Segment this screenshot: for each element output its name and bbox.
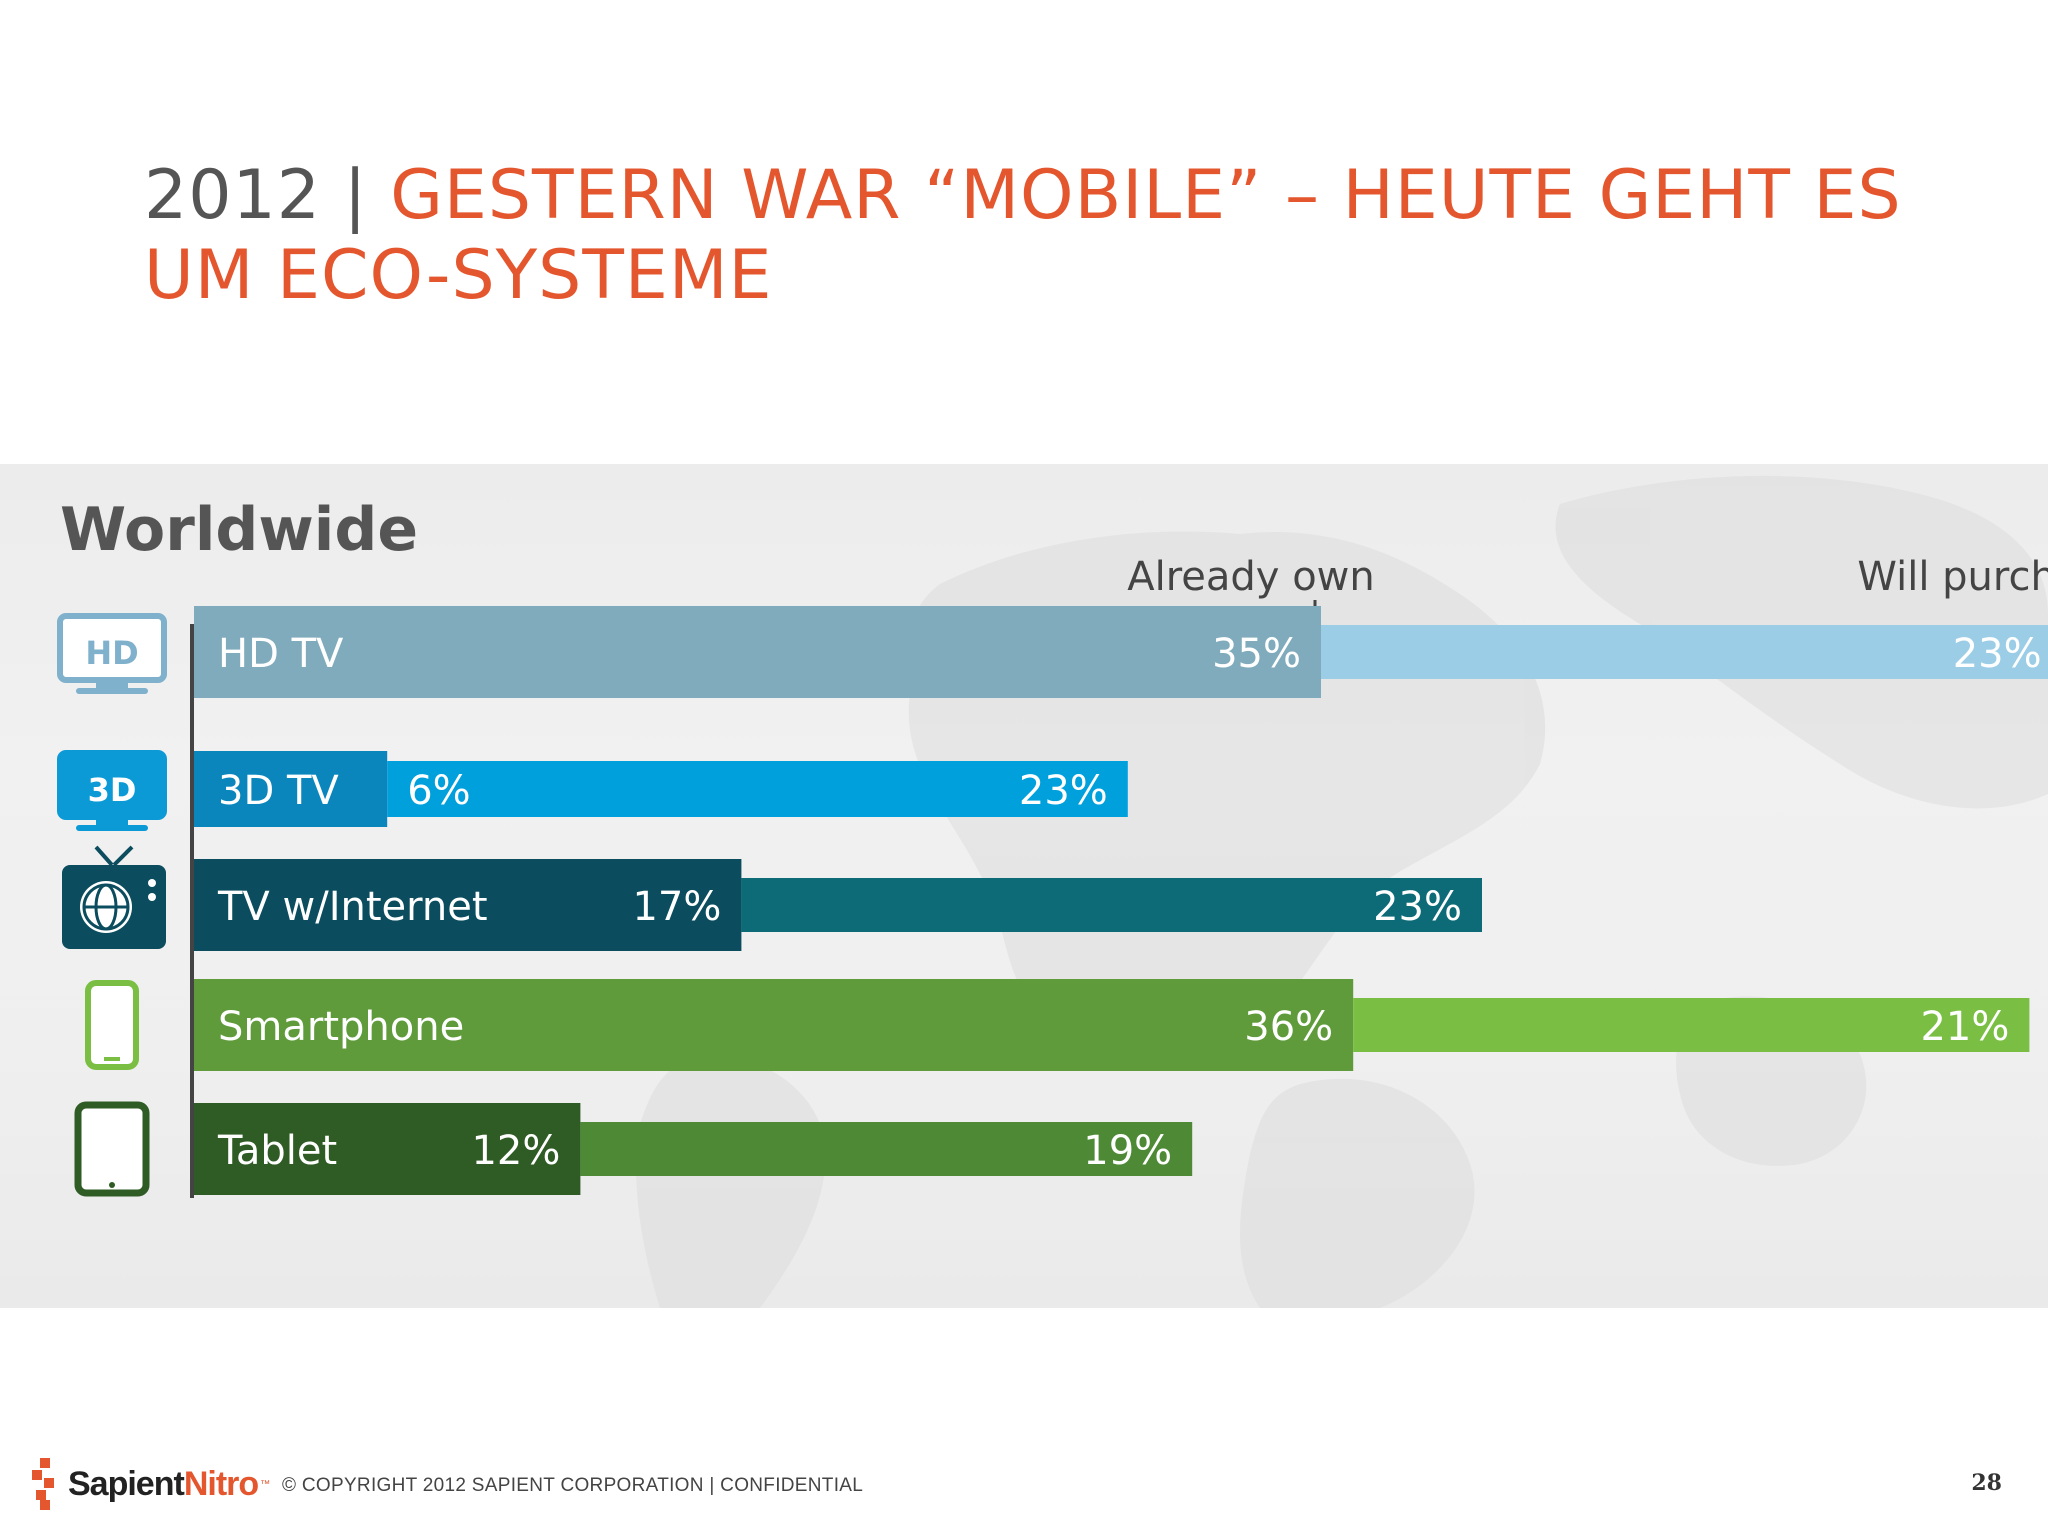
title-year: 2012 [144, 156, 322, 235]
category-label: TV w/Internet [217, 884, 488, 930]
company-logo: Sapient Nitro ™ [30, 1456, 270, 1512]
tv-screen [57, 750, 167, 820]
page-number: 28 [1971, 1470, 2002, 1496]
phone-button [104, 1057, 120, 1061]
legend-already-own: Already own [1127, 554, 1374, 600]
bar-purchase-3d-tv [387, 761, 1128, 817]
chart-svg: Worldwide HD TV 35% 23% HD 3D TV 6% 23% 3D TV w/I… [57, 475, 2048, 1308]
axis-line [190, 624, 194, 1198]
hd-tv-icon: HD [57, 613, 167, 694]
value-label-own: 35% [1212, 631, 1301, 677]
smartphone-icon [85, 980, 139, 1070]
footer-copyright: © COPYRIGHT 2012 SAPIENT CORPORATION | C… [282, 1475, 864, 1496]
bar-purchase-tablet [580, 1122, 1193, 1176]
bar-own-3d-tv [194, 751, 388, 827]
title-main: GESTERN WAR “MOBILE” – HEUTE GEHT ES UM … [144, 156, 1902, 315]
bar-own-hd-tv [194, 606, 1321, 698]
value-label-own: 36% [1244, 1004, 1333, 1050]
antenna-left [94, 845, 114, 867]
3d-tv-icon: 3D [57, 750, 167, 831]
bar-purchase-tv-w-internet [741, 878, 1482, 932]
value-label-purchase: 23% [1373, 884, 1462, 930]
category-label: 3D TV [218, 768, 339, 814]
category-label: HD TV [218, 631, 344, 677]
tv-base [76, 688, 148, 694]
slide-title: 2012 | GESTERN WAR “MOBILE” – HEUTE GEHT… [144, 156, 1944, 316]
tv-screen [57, 613, 167, 683]
value-label-own: 6% [407, 768, 470, 814]
tv-knob [148, 879, 156, 887]
category-label: Smartphone [218, 1004, 464, 1050]
title-separator: | [321, 156, 391, 235]
value-label-purchase: 23% [1953, 631, 2042, 677]
tablet-button [109, 1182, 115, 1188]
value-label-own: 12% [471, 1128, 560, 1174]
chart-panel: Worldwide HD TV 35% 23% HD 3D TV 6% 23% 3D TV w/I… [0, 464, 2048, 1308]
value-label-purchase: 23% [1019, 768, 1108, 814]
logo-trademark: ™ [260, 1478, 271, 1490]
chart-title: Worldwide [60, 495, 418, 565]
value-label-purchase: 19% [1083, 1128, 1172, 1174]
tablet-icon [74, 1101, 150, 1197]
logo-text-sapient: Sapient [68, 1464, 185, 1503]
bar-purchase-smartphone [1353, 998, 2030, 1052]
bar-purchase-hd-tv [1321, 625, 2048, 679]
tv-stand [96, 682, 128, 688]
tablet-body [74, 1101, 150, 1197]
bar-own-smartphone [194, 979, 1354, 1071]
logo-text-nitro: Nitro [183, 1464, 259, 1503]
sapient-logo-icon [32, 1458, 54, 1510]
tv-knob [148, 893, 156, 901]
bar-own-tv-w-internet [194, 859, 742, 951]
bar-own-tablet [194, 1103, 581, 1195]
antenna-right [112, 845, 134, 867]
value-label-own: 17% [632, 884, 721, 930]
phone-body [85, 980, 139, 1070]
icon-label: HD [85, 634, 138, 672]
tv-base [76, 825, 148, 831]
internet-tv-icon [62, 845, 166, 949]
value-label-purchase: 21% [1920, 1004, 2009, 1050]
category-label: Tablet [217, 1128, 337, 1174]
tv-stand [96, 819, 128, 825]
icon-label: 3D [88, 771, 137, 809]
legend-will-purchase: Will purchase [1857, 554, 2048, 600]
